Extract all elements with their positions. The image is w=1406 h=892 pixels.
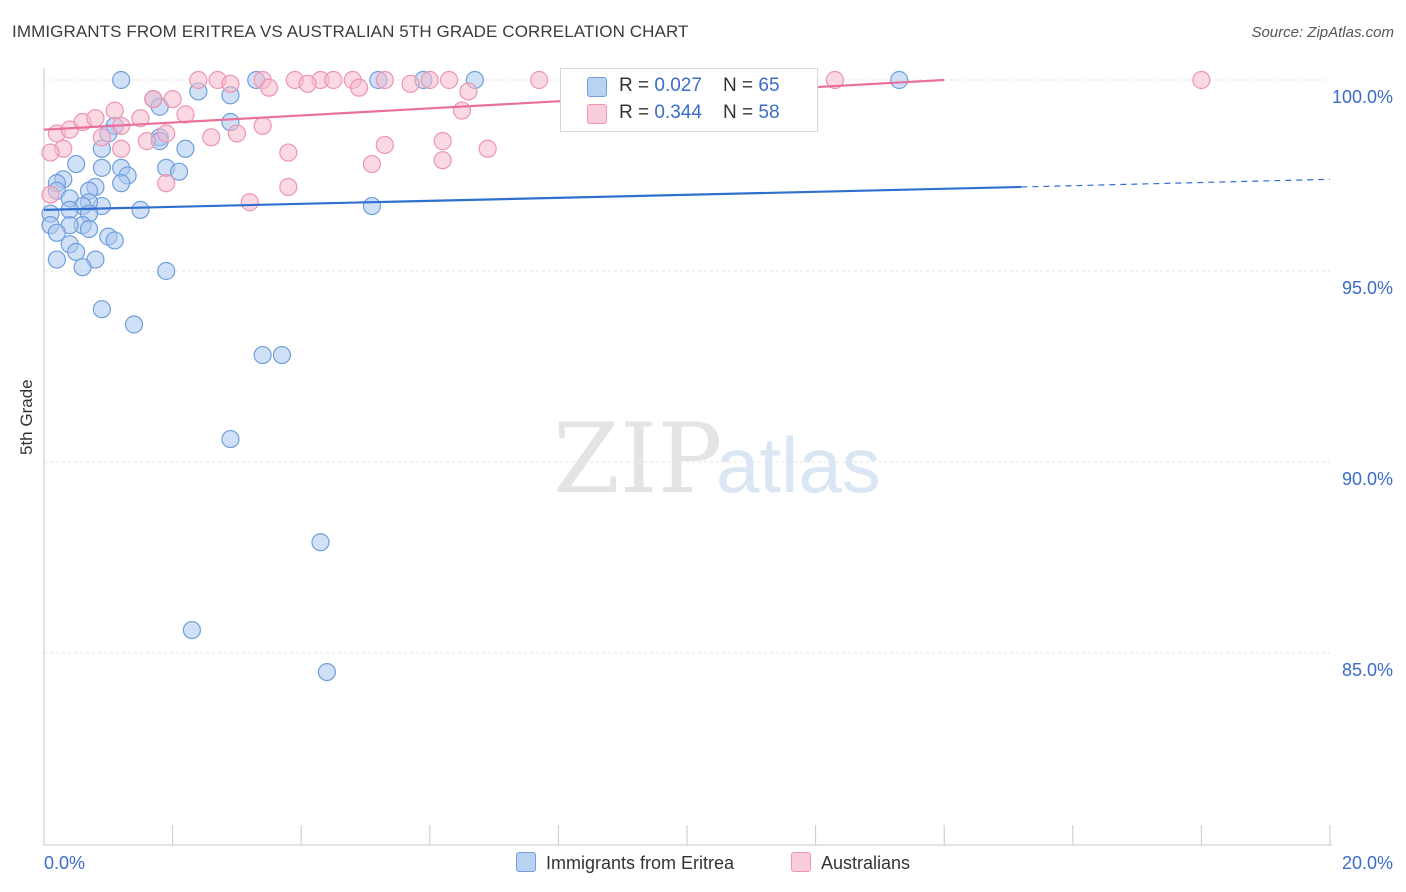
eritrea-point: [176, 139, 195, 158]
eritrea-point: [124, 315, 144, 334]
legend-n-value: 58: [758, 102, 780, 123]
source-label: Source: ZipAtlas.com: [1251, 24, 1394, 41]
australians-point: [279, 177, 298, 197]
trend-line-eritrea: [43, 185, 1022, 211]
australians-point: [176, 105, 195, 124]
australians-point: [362, 154, 382, 174]
australians-point: [137, 132, 156, 151]
australians-point: [298, 74, 317, 93]
australians-point: [324, 70, 343, 90]
australians-point: [202, 128, 221, 147]
eritrea-point: [112, 70, 131, 90]
eritrea-point: [221, 429, 240, 449]
australians-point: [530, 70, 549, 90]
australians-point: [452, 101, 472, 120]
australians-point: [433, 151, 452, 170]
australians-point: [105, 101, 124, 120]
eritrea-point: [362, 196, 382, 216]
australians-point: [349, 78, 369, 97]
eritrea-point: [169, 162, 189, 181]
eritrea-point: [79, 219, 99, 239]
australians-point: [259, 78, 279, 97]
australians-point: [189, 70, 208, 90]
legend-r-value: 0.344: [654, 102, 702, 123]
eritrea-point: [73, 258, 92, 277]
x-tick-labels: 0.0% 20.0%: [44, 853, 1393, 873]
australians-point: [478, 139, 497, 158]
x-tick-label: 20.0%: [1342, 853, 1393, 873]
bottom-legend-eritrea: Immigrants from Eritrea: [516, 852, 734, 874]
legend-r-value: 0.027: [654, 75, 702, 96]
legend: R = 0.027 N = 65 R = 0.344 N = 58: [560, 68, 818, 132]
australians-point: [420, 70, 439, 90]
eritrea-point: [92, 300, 111, 319]
y-tick-label: 95.0%: [1342, 278, 1393, 298]
australians-point: [240, 193, 259, 212]
australians-point: [144, 89, 163, 109]
trend-line-eritrea-projection: [1021, 178, 1331, 188]
grid-lines: [44, 79, 1330, 654]
eritrea-point: [47, 223, 66, 242]
australians-point: [41, 185, 60, 204]
eritrea-point: [92, 158, 111, 177]
australians-point: [112, 139, 131, 158]
eritrea-point: [253, 345, 272, 365]
australians-point: [221, 74, 240, 93]
bottom-legend-swatch-eritrea: [516, 852, 536, 872]
australians-point: [279, 143, 298, 162]
y-tick-label: 90.0%: [1342, 469, 1393, 489]
legend-n-label: N =: [723, 75, 759, 96]
australians-point: [131, 109, 150, 128]
legend-n-value: 65: [758, 75, 780, 96]
australians-point: [86, 109, 105, 128]
australians-point: [439, 70, 459, 90]
legend-n-label: N =: [723, 102, 759, 123]
australians-point: [433, 132, 452, 151]
eritrea-point: [272, 345, 292, 365]
australians-point: [825, 70, 844, 90]
bottom-legend-label-australians: Australians: [821, 853, 911, 873]
eritrea-point: [112, 174, 131, 193]
eritrea-point: [317, 662, 337, 682]
australians-point: [375, 135, 394, 155]
eritrea-point: [105, 231, 124, 250]
australians-point: [227, 124, 246, 143]
australians-point: [1192, 70, 1211, 90]
y-tick-label: 85.0%: [1342, 660, 1393, 680]
australians-point: [459, 82, 478, 101]
australians-point: [92, 128, 111, 147]
bottom-legend-australians: Australians: [791, 852, 910, 874]
legend-r-label: R =: [619, 102, 655, 123]
eritrea-point: [182, 620, 201, 640]
australians-point: [375, 70, 394, 90]
eritrea-point: [131, 200, 150, 219]
y-tick-label: 100.0%: [1332, 87, 1393, 107]
bottom-legend-label-eritrea: Immigrants from Eritrea: [546, 853, 735, 873]
legend-r-label: R =: [619, 75, 655, 96]
bottom-legend-swatch-australians: [791, 852, 811, 872]
eritrea-point: [67, 242, 86, 261]
australians-point: [157, 124, 176, 143]
australians-point: [157, 174, 176, 193]
legend-swatch-australians: [587, 104, 607, 124]
chart-title: IMMIGRANTS FROM ERITREA VS AUSTRALIAN 5T…: [12, 22, 689, 41]
australians-point: [163, 89, 182, 109]
eritrea-point: [890, 70, 909, 90]
x-tick-label: 0.0%: [44, 853, 85, 873]
australians-point: [401, 74, 420, 93]
watermark-zip: ZIP: [553, 403, 722, 515]
eritrea-point: [67, 154, 86, 174]
australians-point: [41, 143, 60, 162]
eritrea-point: [47, 250, 66, 269]
series-eritrea-points: [41, 70, 909, 682]
y-axis-label: 5th Grade: [17, 379, 36, 455]
eritrea-point: [311, 533, 330, 552]
eritrea-point: [157, 261, 176, 281]
legend-swatch-eritrea: [587, 77, 607, 97]
y-tick-labels: 85.0% 90.0% 95.0% 100.0%: [1332, 87, 1393, 680]
series-australians-points: [41, 70, 1211, 212]
watermark-atlas: atlas: [716, 421, 881, 509]
australians-point: [253, 116, 272, 135]
